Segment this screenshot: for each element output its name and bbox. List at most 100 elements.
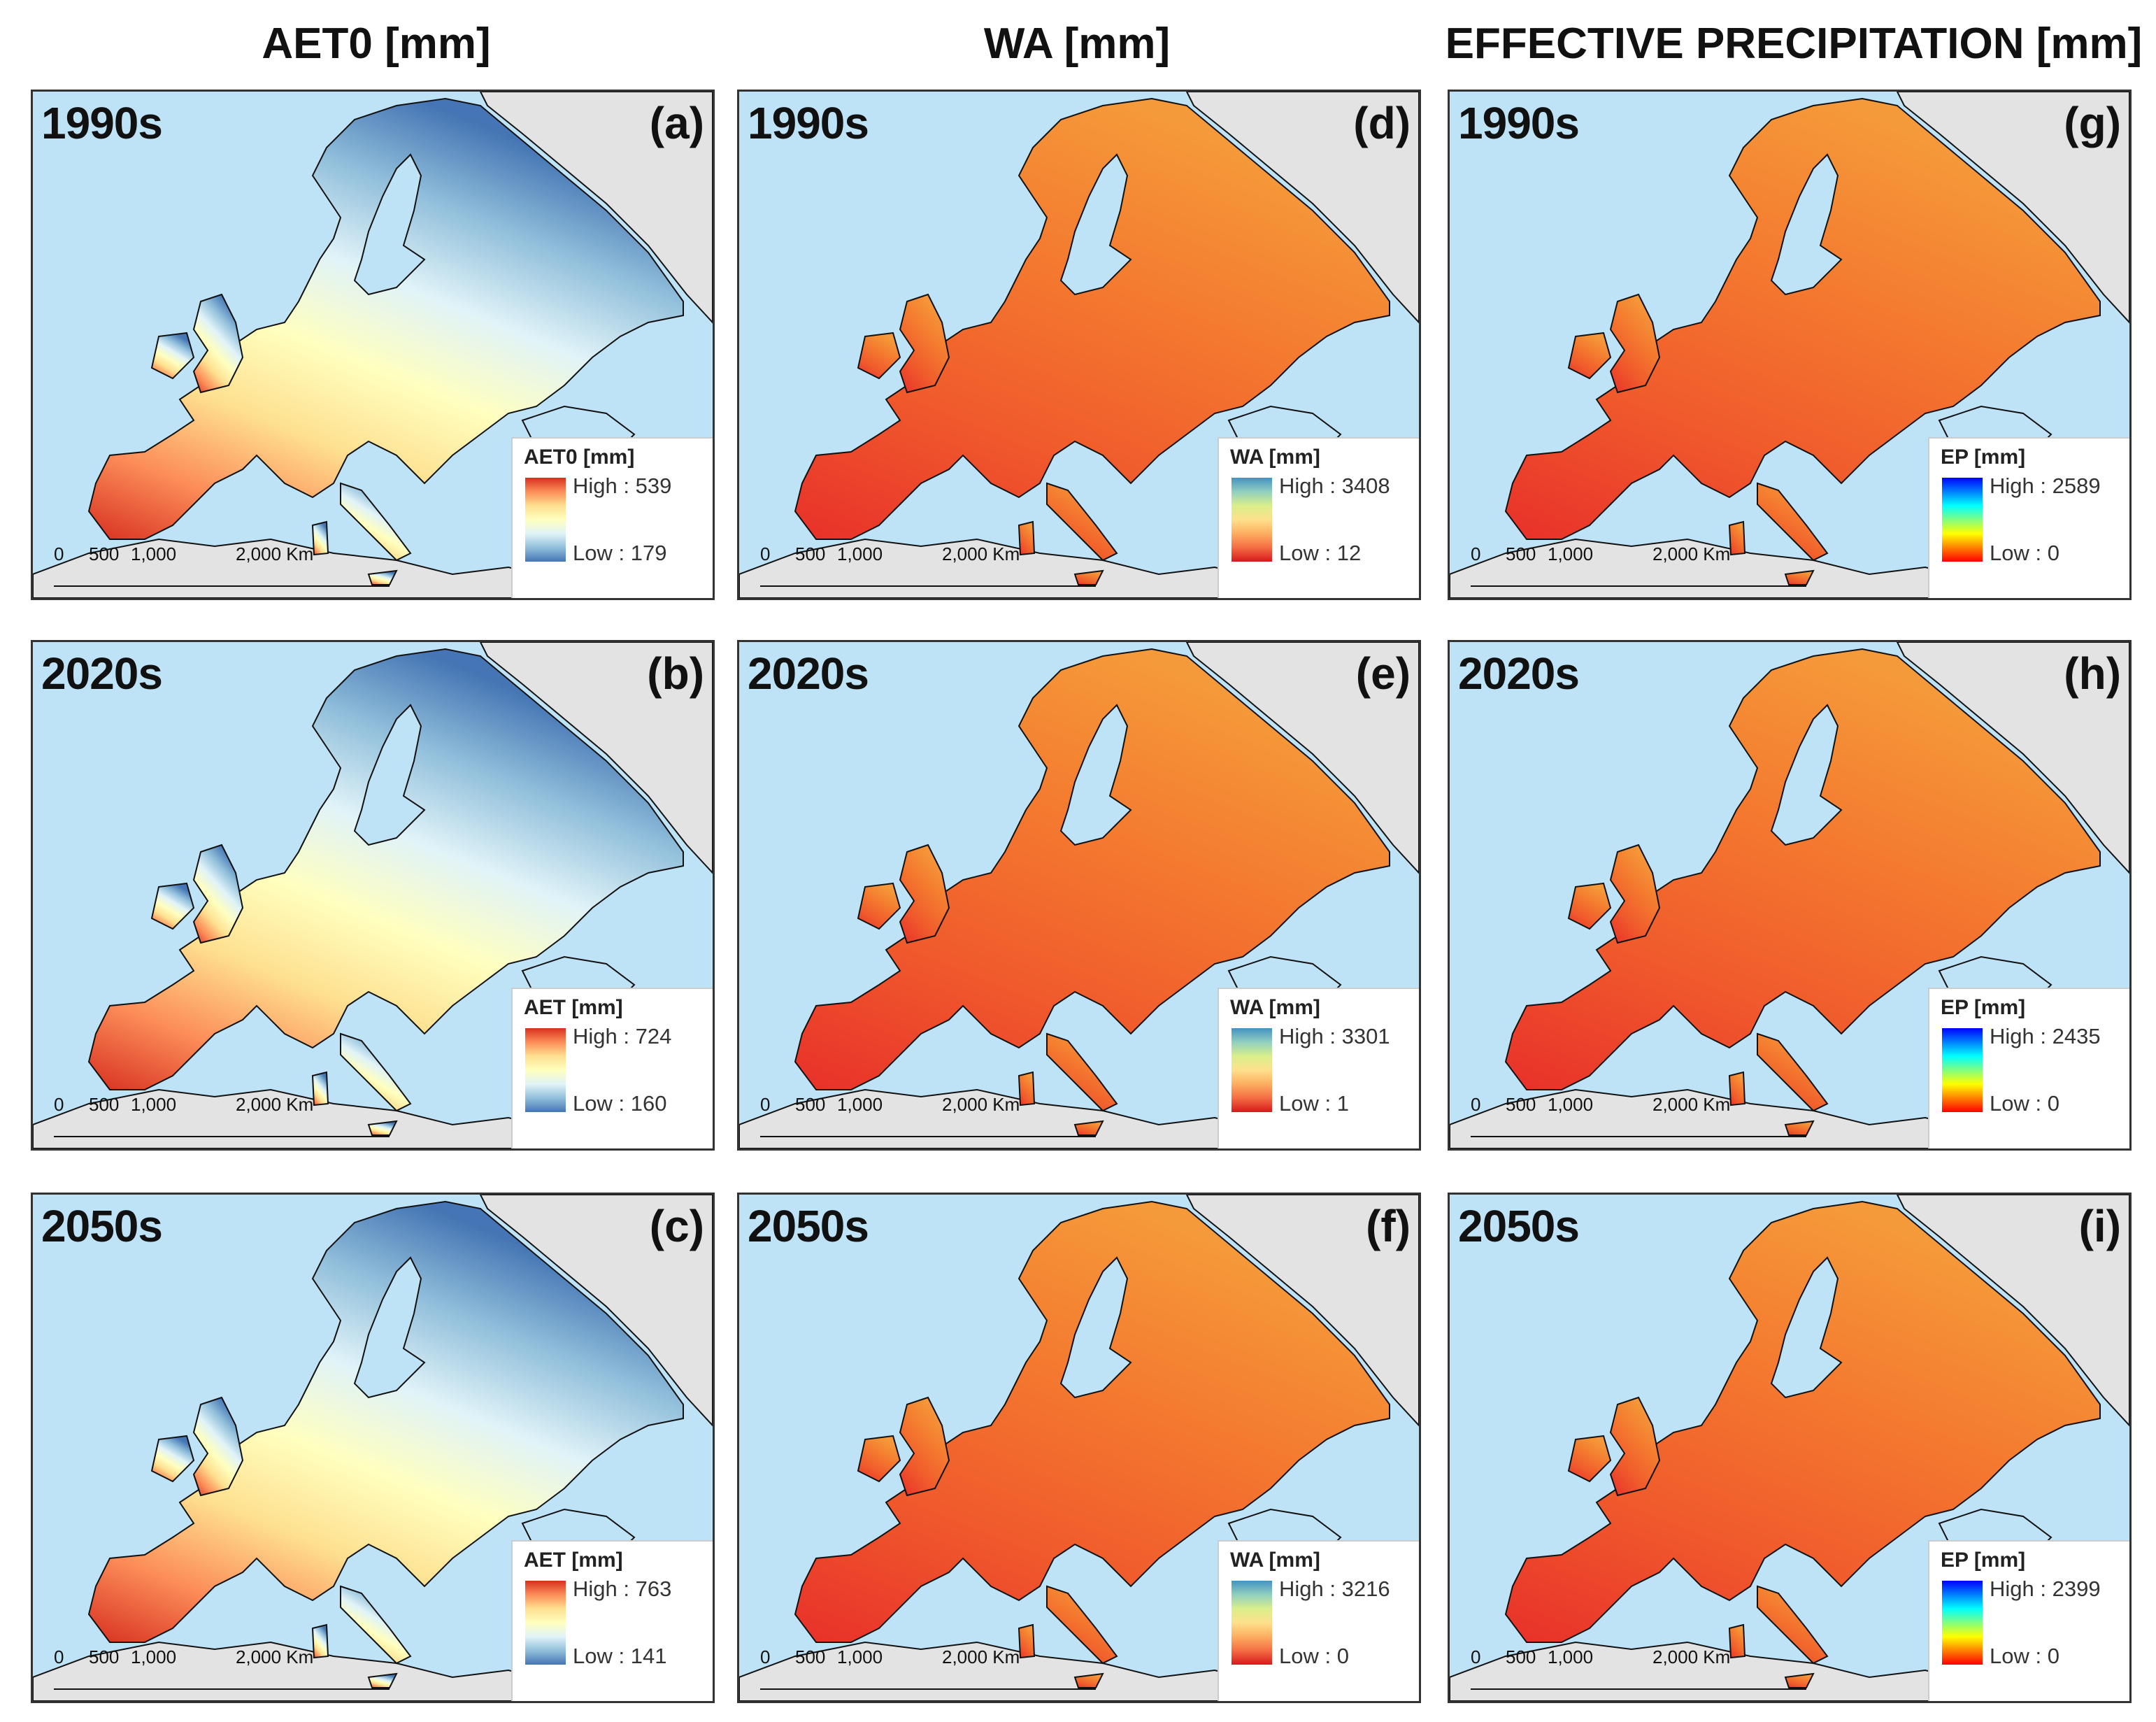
legend: EP [mm] High : 2435 Low : 0 (1928, 988, 2129, 1148)
scale-tick-2000: 2,000 Km (1652, 1094, 1731, 1115)
scale-tick-0: 0 (760, 543, 771, 564)
ireland (1567, 332, 1612, 380)
panel-label: (i) (2078, 1201, 2121, 1251)
baltic-sea (1059, 1256, 1132, 1399)
sicily (367, 1672, 398, 1688)
europe-landmass (1504, 1200, 2101, 1643)
scale-bar: 0 500 1,000 2,000 Km (40, 1094, 459, 1143)
europe-landmass (87, 97, 684, 540)
scale-tick-0: 0 (1471, 1094, 1481, 1115)
scale-tick-0: 0 (54, 1646, 64, 1667)
scale-tick-1000: 1,000 (1548, 1646, 1594, 1667)
sardinia (1018, 1071, 1036, 1107)
scale-bar: 0 500 1,000 2,000 Km (746, 1646, 1166, 1695)
baltic-sea (1059, 704, 1132, 846)
legend-low: Low : 0 (1279, 1644, 1349, 1668)
italy (340, 482, 412, 562)
legend-high: High : 763 (573, 1577, 672, 1601)
scale-tick-500: 500 (89, 1646, 120, 1667)
outside-land (1185, 92, 1419, 324)
baltic-sea (1059, 153, 1132, 296)
outside-land (479, 642, 713, 874)
baltic-sea (1770, 153, 1843, 296)
period-label: 1990s (41, 98, 163, 148)
period-label: 2020s (748, 648, 869, 699)
column-title-aet0: AET0 [mm] (262, 20, 491, 68)
legend: AET [mm] High : 724 Low : 160 (511, 988, 713, 1148)
sardinia (311, 1623, 329, 1659)
outside-land (1896, 642, 2129, 874)
legend-high: High : 2435 (1990, 1024, 2101, 1048)
scale-tick-1000: 1,000 (1548, 543, 1594, 564)
scale-tick-2000: 2,000 Km (236, 543, 314, 564)
scale-tick-0: 0 (1471, 1646, 1481, 1667)
italy (1046, 1032, 1118, 1112)
sicily (1784, 569, 1815, 585)
europe-landmass (794, 1200, 1390, 1643)
sicily (1073, 1120, 1104, 1136)
great-britain (192, 1396, 244, 1497)
outside-land (1896, 1195, 2129, 1427)
legend: WA [mm] High : 3301 Low : 1 (1218, 988, 1419, 1148)
sardinia (1728, 1071, 1746, 1107)
period-label: 1990s (1458, 98, 1580, 148)
scale-tick-1000: 1,000 (837, 543, 883, 564)
scale-tick-0: 0 (760, 1094, 771, 1115)
map-panel-a[interactable]: 1990s (a) 0 500 1,000 2,000 Km AET0 [mm]… (31, 90, 715, 600)
europe-landmass (1504, 648, 2101, 1090)
map-panel-d[interactable]: 1990s (d) 0 500 1,000 2,000 Km WA [mm] H… (737, 90, 1421, 600)
baltic-sea (353, 704, 426, 846)
legend: AET0 [mm] High : 539 Low : 179 (511, 437, 713, 598)
map-panel-b[interactable]: 2020s (b) 0 500 1,000 2,000 Km AET [mm] … (31, 640, 715, 1151)
period-label: 2020s (41, 648, 163, 699)
map-panel-f[interactable]: 2050s (f) 0 500 1,000 2,000 Km WA [mm] H… (737, 1193, 1421, 1703)
sardinia (1728, 520, 1746, 556)
ireland (857, 882, 901, 930)
outside-land (1185, 1195, 1419, 1427)
outside-land (479, 92, 713, 324)
sicily (1784, 1120, 1815, 1136)
panel-label: (f) (1366, 1201, 1411, 1251)
baltic-sea (353, 153, 426, 296)
legend-title: EP [mm] (1941, 1549, 2026, 1572)
scale-tick-500: 500 (89, 1094, 120, 1115)
map-panel-e[interactable]: 2020s (e) 0 500 1,000 2,000 Km WA [mm] H… (737, 640, 1421, 1151)
legend-color-ramp (1232, 1581, 1272, 1665)
scale-tick-2000: 2,000 Km (236, 1646, 314, 1667)
map-panel-g[interactable]: 1990s (g) 0 500 1,000 2,000 Km EP [mm] H… (1448, 90, 2132, 600)
map-panel-h[interactable]: 2020s (h) 0 500 1,000 2,000 Km EP [mm] H… (1448, 640, 2132, 1151)
panel-label: (e) (1355, 648, 1411, 699)
legend-color-ramp (1942, 478, 1983, 562)
scale-tick-2000: 2,000 Km (942, 543, 1020, 564)
legend: EP [mm] High : 2589 Low : 0 (1928, 437, 2129, 598)
scale-tick-0: 0 (54, 1094, 64, 1115)
legend-title: EP [mm] (1941, 996, 2026, 1019)
period-label: 2050s (748, 1201, 869, 1251)
scale-bar: 0 500 1,000 2,000 Km (1457, 1646, 1876, 1695)
scale-bar: 0 500 1,000 2,000 Km (40, 1646, 459, 1695)
legend-high: High : 3301 (1279, 1024, 1390, 1048)
scale-tick-2000: 2,000 Km (942, 1646, 1020, 1667)
italy (340, 1032, 412, 1112)
scale-tick-0: 0 (54, 543, 64, 564)
outside-land (1896, 92, 2129, 324)
map-panel-c[interactable]: 2050s (c) 0 500 1,000 2,000 Km AET [mm] … (31, 1193, 715, 1703)
sicily (1073, 569, 1104, 585)
scale-tick-2000: 2,000 Km (1652, 1646, 1731, 1667)
scale-tick-500: 500 (1506, 1094, 1536, 1115)
sardinia (1018, 1623, 1036, 1659)
map-panel-i[interactable]: 2050s (i) 0 500 1,000 2,000 Km EP [mm] H… (1448, 1193, 2132, 1703)
legend: WA [mm] High : 3408 Low : 12 (1218, 437, 1419, 598)
panel-label: (d) (1353, 98, 1411, 148)
sicily (1073, 1672, 1104, 1688)
legend-low: Low : 141 (573, 1644, 667, 1668)
scale-tick-2000: 2,000 Km (942, 1094, 1020, 1115)
legend-color-ramp (525, 478, 566, 562)
legend-high: High : 2399 (1990, 1577, 2101, 1601)
italy (1757, 1585, 1829, 1665)
scale-tick-1000: 1,000 (837, 1646, 883, 1667)
scale-tick-2000: 2,000 Km (236, 1094, 314, 1115)
scale-bar: 0 500 1,000 2,000 Km (746, 543, 1166, 592)
scale-tick-1000: 1,000 (131, 1646, 177, 1667)
legend-color-ramp (1232, 1028, 1272, 1112)
